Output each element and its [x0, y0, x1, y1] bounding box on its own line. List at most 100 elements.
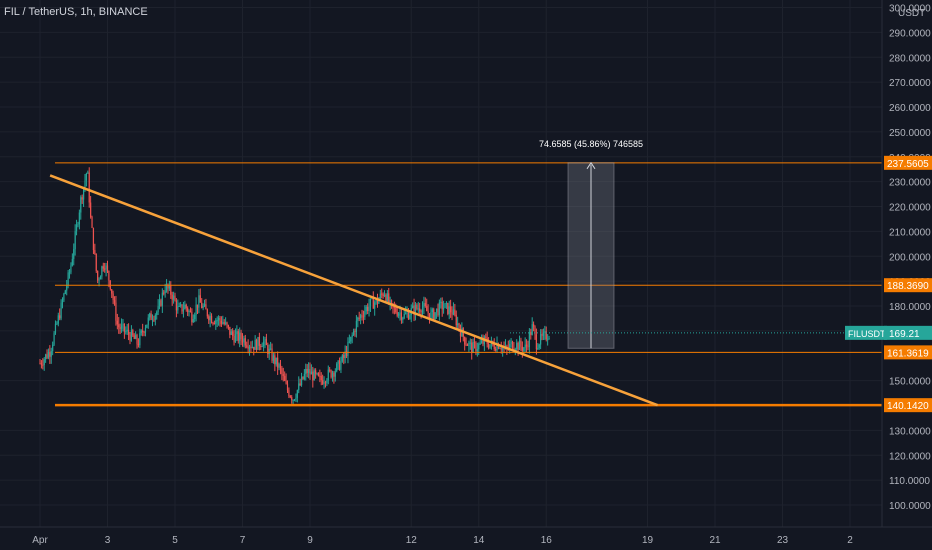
- candle: [185, 303, 187, 312]
- candle: [99, 275, 102, 280]
- candle: [530, 328, 532, 340]
- candle: [299, 378, 301, 387]
- candle-body: [292, 400, 294, 402]
- candle-body: [154, 314, 156, 320]
- level-price-tag: [884, 345, 932, 360]
- candle: [70, 262, 72, 275]
- candle-body: [479, 342, 481, 345]
- candle: [478, 342, 480, 356]
- candle: [241, 333, 244, 347]
- candle-body: [320, 376, 322, 381]
- candle-body: [243, 338, 245, 343]
- candle: [61, 297, 64, 309]
- candle-body: [420, 311, 422, 313]
- candle-body: [441, 301, 443, 310]
- candle-body: [383, 294, 386, 297]
- candle: [50, 347, 52, 364]
- candle-body: [282, 374, 284, 376]
- candle: [351, 332, 353, 344]
- candle: [160, 298, 162, 307]
- candle-body: [262, 341, 265, 347]
- candle-body: [489, 344, 491, 348]
- candle: [527, 340, 529, 351]
- candle-body: [50, 351, 52, 357]
- candle: [307, 362, 310, 379]
- candle: [406, 306, 408, 318]
- candle: [455, 310, 457, 330]
- candle-body: [68, 272, 71, 274]
- candle-body: [126, 329, 128, 332]
- candle-body: [535, 334, 538, 350]
- candle-body: [233, 335, 235, 343]
- candle-body: [396, 312, 398, 316]
- candle-body: [367, 306, 369, 312]
- candle-body: [71, 258, 73, 266]
- candle: [413, 298, 415, 322]
- candle: [350, 336, 352, 345]
- current-price-label: 169.21: [889, 329, 920, 340]
- candle: [88, 167, 90, 208]
- candle: [184, 300, 186, 310]
- candle-body: [313, 370, 315, 381]
- candle-body: [454, 309, 456, 315]
- candle: [500, 341, 502, 354]
- candle: [139, 328, 141, 349]
- candle: [87, 170, 89, 174]
- candle-body: [326, 380, 328, 383]
- candle: [544, 325, 546, 340]
- candle-body: [451, 312, 453, 315]
- candle: [469, 338, 471, 350]
- candle: [257, 336, 259, 351]
- candle: [386, 290, 388, 303]
- candle: [108, 270, 110, 288]
- candle-body: [330, 370, 332, 378]
- candle-body: [161, 292, 163, 306]
- candle-body: [43, 359, 45, 366]
- price-tick-label: 180.0000: [889, 302, 931, 313]
- candle: [39, 359, 41, 365]
- candle-body: [163, 292, 165, 294]
- candle-body: [435, 308, 438, 313]
- candle-body: [437, 308, 439, 316]
- candle-body: [102, 266, 104, 269]
- candle: [106, 260, 109, 273]
- candle: [132, 328, 134, 338]
- candle-body: [111, 289, 113, 294]
- candle: [43, 357, 45, 371]
- candle-body: [132, 330, 134, 336]
- candle-body: [268, 348, 270, 355]
- candle: [540, 329, 542, 350]
- candle: [198, 288, 200, 314]
- candle: [441, 297, 443, 317]
- candle: [293, 398, 296, 402]
- candle: [265, 333, 268, 346]
- price-tick-label: 150.0000: [889, 377, 931, 388]
- candle-body: [209, 315, 211, 321]
- candle-body: [527, 346, 529, 348]
- price-tick-label: 260.0000: [889, 103, 931, 114]
- candle: [66, 279, 68, 296]
- candle: [57, 312, 59, 327]
- current-price-tag: [884, 325, 932, 340]
- candle: [209, 311, 211, 328]
- candle: [310, 364, 313, 375]
- candle: [210, 313, 213, 324]
- candle: [125, 326, 127, 335]
- candle-body: [334, 371, 336, 377]
- candle-body: [105, 265, 107, 270]
- candle-body: [378, 299, 380, 304]
- candle: [423, 296, 425, 315]
- candle-body: [127, 329, 130, 335]
- candle-body: [253, 346, 255, 350]
- candle-body: [496, 343, 498, 351]
- candle-body: [137, 343, 140, 346]
- candle: [545, 326, 547, 342]
- candle-body: [345, 351, 348, 356]
- candle-body: [433, 309, 435, 320]
- candle-body: [267, 345, 269, 355]
- candle: [298, 376, 300, 394]
- candle: [140, 329, 142, 336]
- candle-body: [365, 306, 367, 312]
- candle: [364, 305, 366, 320]
